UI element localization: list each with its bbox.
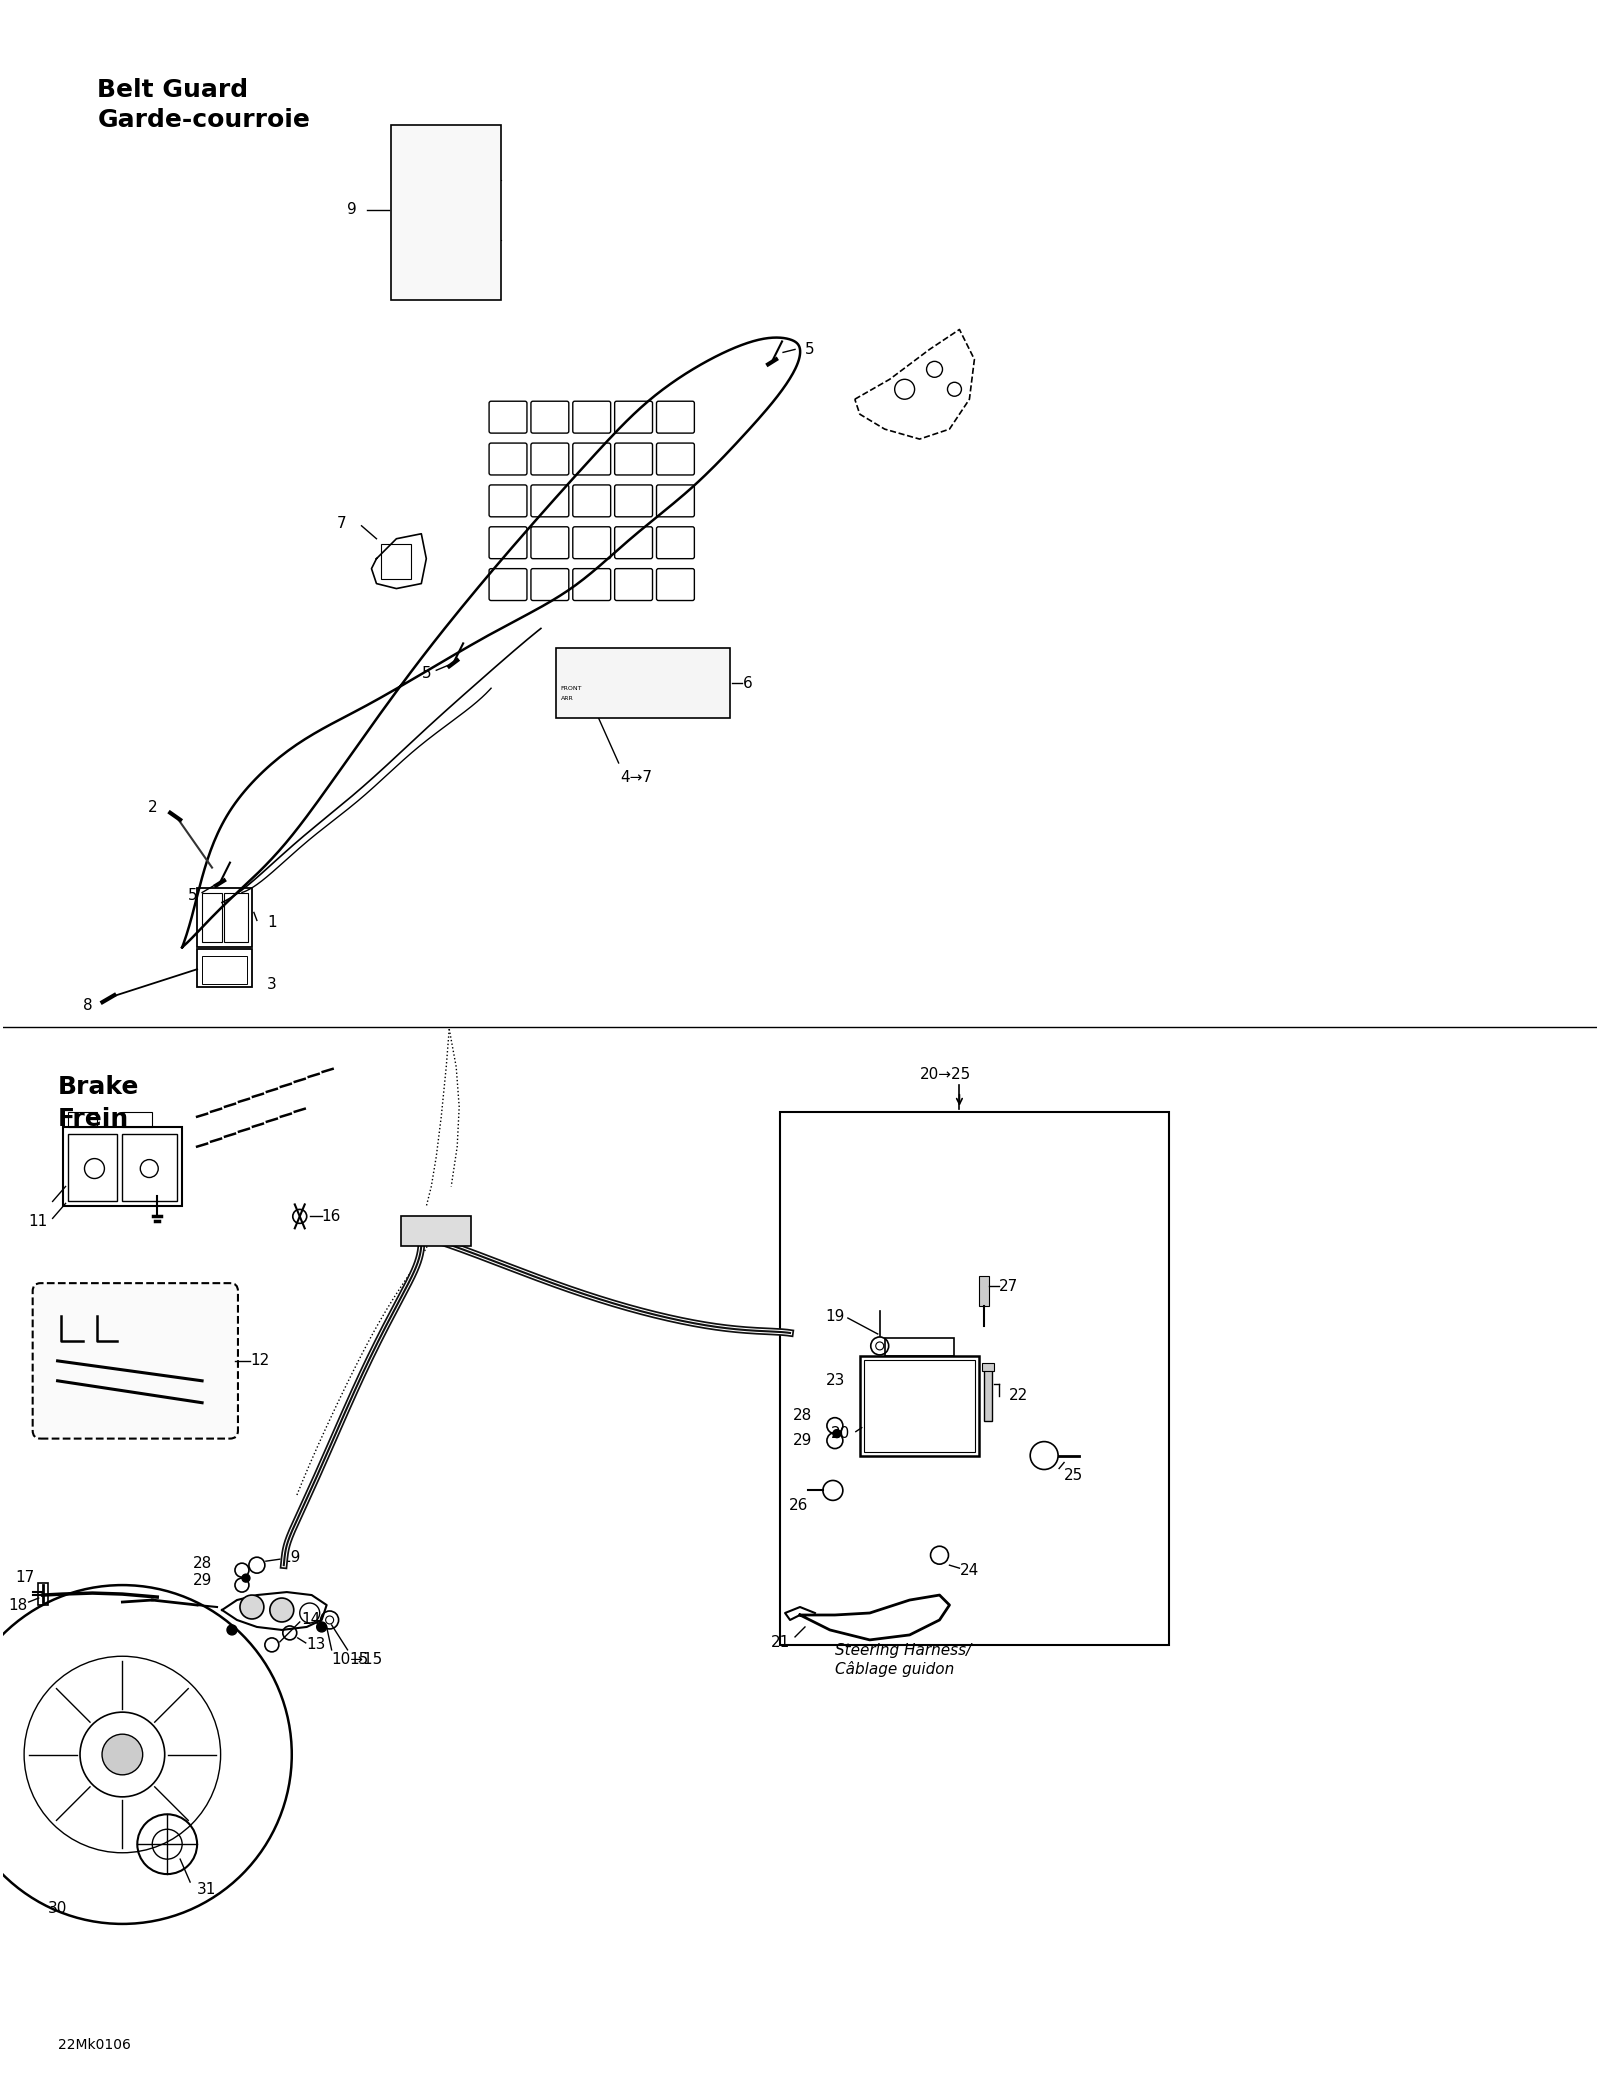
Text: 1: 1	[267, 914, 277, 930]
Text: 5: 5	[805, 343, 814, 357]
Text: 23: 23	[826, 1373, 845, 1387]
Bar	[859, 1356, 979, 1456]
Text: Brake: Brake	[58, 1074, 139, 1099]
Text: 12: 12	[250, 1354, 269, 1369]
Bar	[122, 1134, 178, 1201]
Bar	[202, 955, 246, 984]
Text: 5: 5	[422, 667, 432, 681]
Text: 26: 26	[789, 1498, 808, 1512]
Text: Frein: Frein	[58, 1107, 130, 1130]
Bar	[885, 1338, 955, 1356]
Circle shape	[317, 1622, 326, 1633]
Bar	[402, 1217, 470, 1246]
Text: 28: 28	[192, 1556, 213, 1570]
Bar	[982, 1363, 994, 1371]
Bar	[781, 1111, 1168, 1645]
Bar	[558, 685, 590, 714]
Bar	[197, 949, 251, 987]
Circle shape	[240, 1595, 264, 1618]
Text: 5: 5	[187, 889, 197, 903]
Text: 17: 17	[16, 1570, 35, 1585]
Text: 22Mk0106: 22Mk0106	[58, 2038, 131, 2052]
FancyBboxPatch shape	[32, 1284, 238, 1439]
Text: 31: 31	[197, 1882, 216, 1896]
Text: 6: 6	[744, 675, 754, 692]
Circle shape	[227, 1624, 237, 1635]
Text: 20→25: 20→25	[920, 1068, 971, 1082]
Text: Steering Harness/
Câblage guidon: Steering Harness/ Câblage guidon	[835, 1643, 971, 1676]
Text: 18: 18	[8, 1597, 27, 1612]
Circle shape	[270, 1597, 294, 1622]
Text: 8: 8	[83, 997, 93, 1014]
Text: 22: 22	[1010, 1387, 1029, 1404]
Text: 30: 30	[48, 1900, 67, 1917]
Bar	[202, 893, 222, 943]
Text: 11: 11	[29, 1213, 48, 1230]
Text: Garde-courroie: Garde-courroie	[98, 108, 310, 133]
Circle shape	[834, 1429, 842, 1437]
Text: 19: 19	[282, 1549, 301, 1564]
Bar	[381, 544, 411, 579]
Text: 7: 7	[338, 517, 347, 532]
Text: FRONT: FRONT	[562, 685, 582, 692]
Text: 29: 29	[792, 1433, 811, 1448]
Text: 28: 28	[792, 1408, 811, 1423]
Bar	[67, 1134, 117, 1201]
Bar	[197, 887, 251, 947]
Bar	[38, 1583, 48, 1606]
Bar	[62, 1126, 182, 1207]
Bar	[392, 125, 501, 299]
Text: 13: 13	[307, 1637, 326, 1653]
Text: 25: 25	[1064, 1468, 1083, 1483]
Text: 16: 16	[322, 1209, 341, 1223]
Text: 21: 21	[771, 1635, 790, 1651]
Text: 29: 29	[192, 1572, 213, 1587]
Text: 10→15: 10→15	[331, 1653, 382, 1668]
Text: 9: 9	[347, 201, 357, 218]
Text: 3: 3	[267, 976, 277, 991]
Text: 20: 20	[830, 1427, 850, 1441]
Text: 2: 2	[147, 800, 157, 816]
Bar	[555, 648, 730, 719]
Bar	[224, 893, 248, 943]
Text: 14: 14	[302, 1612, 322, 1628]
Circle shape	[102, 1734, 142, 1776]
Text: 24: 24	[960, 1562, 979, 1579]
Bar	[984, 1367, 992, 1421]
Text: Belt Guard: Belt Guard	[98, 79, 248, 102]
Bar	[979, 1275, 989, 1306]
Text: ARR: ARR	[562, 696, 573, 702]
Text: 4→7: 4→7	[621, 771, 653, 785]
Text: 19: 19	[826, 1309, 845, 1323]
Text: 15: 15	[349, 1653, 370, 1668]
Bar	[122, 1111, 152, 1126]
Bar	[864, 1360, 976, 1452]
Circle shape	[242, 1574, 250, 1583]
Bar	[67, 1111, 98, 1126]
Text: 27: 27	[1000, 1279, 1019, 1294]
